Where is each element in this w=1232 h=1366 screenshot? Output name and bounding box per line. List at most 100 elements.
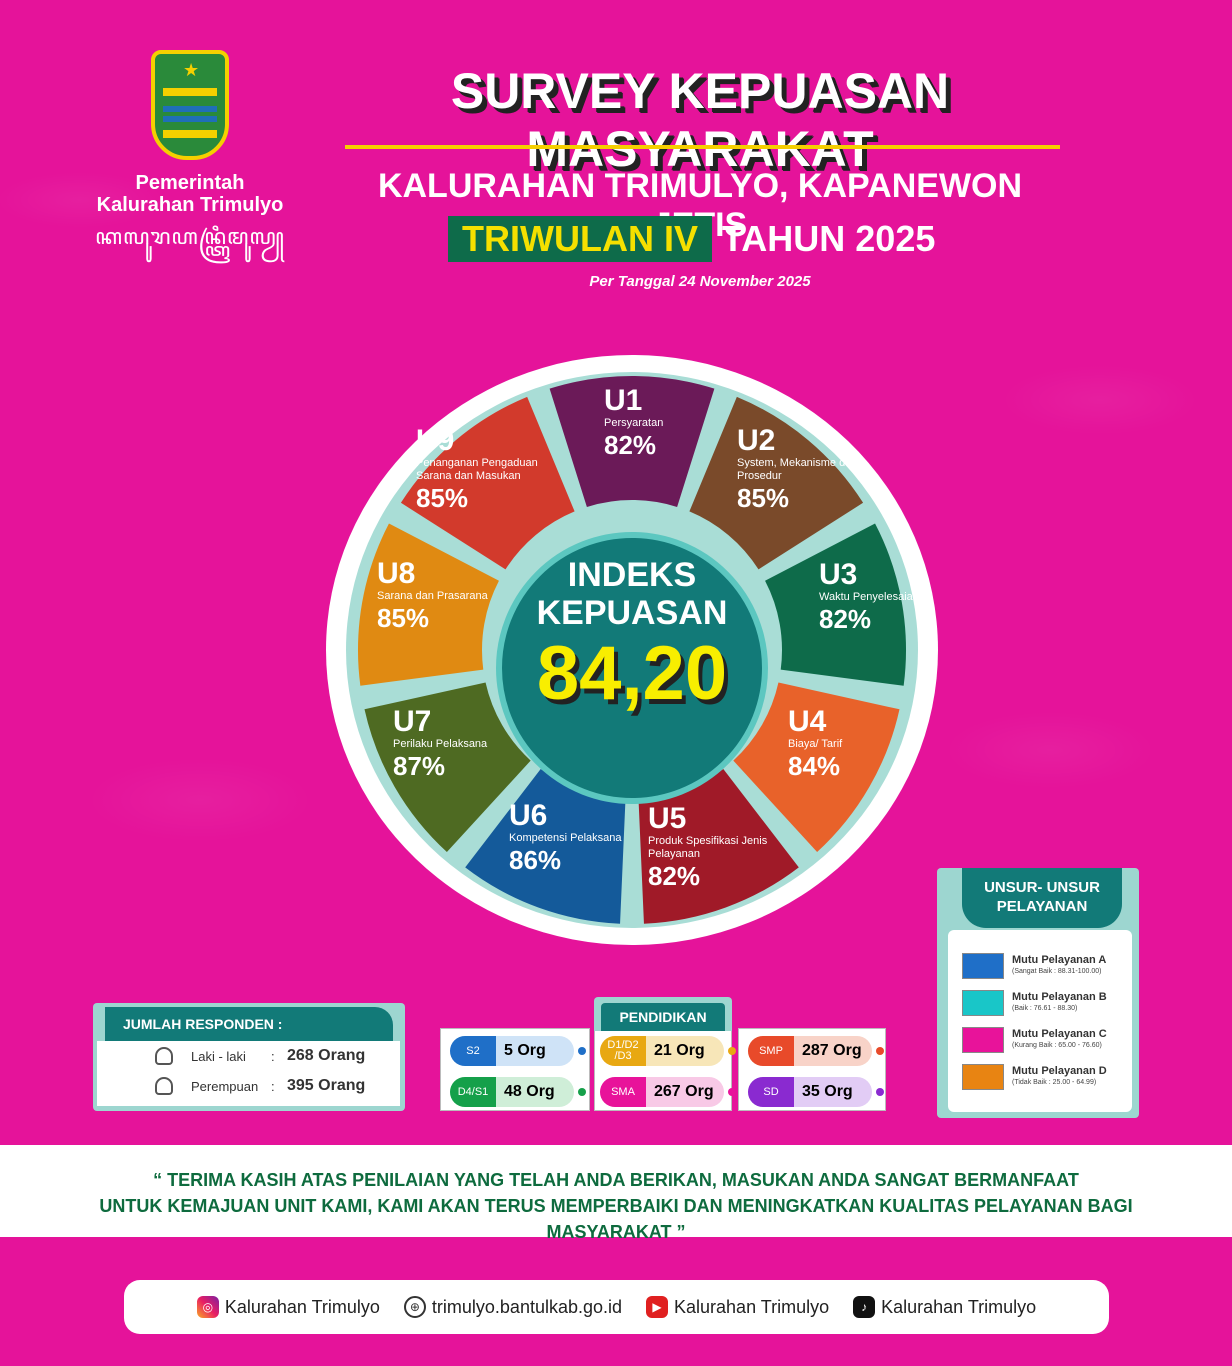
globe-icon: ⊕ <box>403 1296 426 1318</box>
segment-label-u3: U3 Waktu Penyelesaian 82% <box>819 559 949 635</box>
education-dot <box>578 1088 586 1096</box>
period-badge: TRIWULAN IV <box>448 216 712 262</box>
footer-link-globe[interactable]: ⊕ trimulyo.bantulkab.go.id <box>403 1296 623 1318</box>
legend-range: (Baik : 76.61 - 88.30) <box>1012 1005 1078 1012</box>
segment-label-u4: U4 Biaya/ Tarif 84% <box>788 706 918 782</box>
page-title: SURVEY KEPUASAN MASYARAKAT <box>450 63 950 177</box>
education-value: 287 Org <box>802 1042 862 1059</box>
segment-desc: Persyaratan <box>604 417 664 429</box>
segment-u6 <box>465 769 626 924</box>
legend-range: (Tidak Baik : 25.00 - 64.99) <box>1012 1079 1097 1086</box>
segment-pct: 84% <box>788 751 841 781</box>
legend-swatch <box>962 990 1004 1016</box>
index-line1: INDEKS <box>567 556 697 594</box>
thanks-band <box>0 1145 1232 1237</box>
segment-u7 <box>364 682 531 853</box>
education-item: D4/S1 48 Org <box>450 1077 574 1107</box>
segment-desc: Waktu Penyelesaian <box>819 591 919 603</box>
period-row: TRIWULAN IV TAHUN 2025 <box>448 213 935 265</box>
segment-desc: System, Mekanisme dan Prosedur <box>737 457 858 482</box>
legend-item: Mutu Pelayanan A (Sangat Baik : 88.31-10… <box>962 953 1106 979</box>
education-value: 35 Org <box>802 1083 853 1100</box>
segment-code: U5 <box>648 802 687 835</box>
respondents-male-row: Laki - laki : 268 Orang <box>155 1047 365 1065</box>
education-code: S2 <box>450 1036 496 1066</box>
org-block: ★ Pemerintah Kalurahan Trimulyo ꦏꦭꦸꦫꦲꦤ꧀ꦠ… <box>90 50 290 265</box>
legend-swatch <box>962 1027 1004 1053</box>
segment-u1 <box>549 376 715 507</box>
education-dot <box>728 1088 736 1096</box>
footer-social-bar: ◎ Kalurahan Trimulyo ⊕ trimulyo.bantulkab… <box>124 1280 1109 1334</box>
title-divider <box>345 145 1060 149</box>
legend-item: Mutu Pelayanan B (Baik : 76.61 - 88.30) <box>962 990 1107 1016</box>
segment-pct: 82% <box>819 604 872 634</box>
segment-code: U7 <box>393 705 432 738</box>
male-sep: : <box>271 1048 275 1064</box>
segment-label-u6: U6 Kompetensi Pelaksana 86% <box>509 800 639 876</box>
legend-title: UNSUR- UNSUR PELAYANAN <box>962 868 1122 928</box>
footer-text: Kalurahan Trimulyo <box>224 1296 380 1317</box>
footer-link-tiktok[interactable]: ♪ Kalurahan Trimulyo <box>853 1296 1036 1318</box>
segment-desc: Kompetensi Pelaksana <box>509 832 622 844</box>
footer-link-youtube[interactable]: ▶ Kalurahan Trimulyo <box>646 1296 829 1318</box>
education-code: D1/D2 /D3 <box>600 1036 646 1066</box>
education-dot <box>578 1047 586 1055</box>
star-icon: ★ <box>183 60 200 80</box>
education-title: PENDIDIKAN <box>601 1003 725 1031</box>
page-subtitle: KALURAHAN TRIMULYO, KAPANEWON JETIS <box>377 167 1023 244</box>
legend-title-line2: PELAYANAN <box>996 898 1088 915</box>
thanks-message: “ TERIMA KASIH ATAS PENILAIAN YANG TELAH… <box>40 1167 1192 1245</box>
education-value: 21 Org <box>654 1042 705 1059</box>
education-value: 48 Org <box>504 1083 555 1100</box>
respondents-title: JUMLAH RESPONDEN : <box>105 1007 393 1041</box>
respondents-female-row: Perempuan : 395 Orang <box>155 1077 365 1095</box>
org-javanese-script: ꦏꦭꦸꦫꦲꦤ꧀ꦠꦿꦶꦩꦸꦭꦾ <box>95 225 285 250</box>
segment-u9 <box>400 396 575 570</box>
index-value: 84,20 <box>536 631 728 716</box>
segment-code: U8 <box>377 557 416 590</box>
segment-label-u5: U5 Produk Spesifikasi Jenis Pelayanan 82% <box>648 802 778 892</box>
segment-pct: 86% <box>509 845 562 875</box>
segment-label-u1: U1 Persyaratan 82% <box>604 384 734 461</box>
education-value: 5 Org <box>504 1042 546 1059</box>
government-emblem: ★ <box>151 50 229 160</box>
segment-pct: 85% <box>737 483 790 513</box>
org-line2: Kalurahan Trimulyo <box>96 194 284 216</box>
footer-text: trimulyo.bantulkab.go.id <box>431 1296 623 1317</box>
segment-u3 <box>765 523 906 686</box>
education-item: SMA 267 Org <box>600 1077 724 1107</box>
segment-code: U1 <box>604 384 643 417</box>
education-dot <box>876 1088 884 1096</box>
segment-u4 <box>733 682 900 853</box>
male-value: 268 Orang <box>287 1047 366 1064</box>
index-line2: KEPUASAN <box>536 594 728 632</box>
education-value: 267 Org <box>654 1083 714 1100</box>
education-item: D1/D2 /D3 21 Org <box>600 1036 724 1066</box>
segment-desc: Penanganan Pengaduan Sarana dan Masukan <box>416 457 538 482</box>
legend-item: Mutu Pelayanan C (Kurang Baik : 65.00 - … <box>962 1027 1107 1053</box>
segment-code: U2 <box>737 424 776 457</box>
org-line1: Pemerintah <box>135 172 245 194</box>
segment-u5 <box>638 769 799 924</box>
segment-pct: 85% <box>377 603 430 633</box>
footer-link-instagram[interactable]: ◎ Kalurahan Trimulyo <box>196 1296 380 1318</box>
legend-name: Mutu Pelayanan B <box>1012 991 1107 1003</box>
instagram-icon: ◎ <box>196 1296 219 1318</box>
segment-pct: 85% <box>416 483 469 513</box>
legend-swatch <box>962 953 1004 979</box>
legend-item: Mutu Pelayanan D (Tidak Baik : 25.00 - 6… <box>962 1064 1107 1090</box>
female-label: Perempuan <box>191 1078 259 1094</box>
segment-u2 <box>689 396 864 570</box>
segment-label-u9: U9 Penanganan Pengaduan Sarana dan Masuka… <box>416 425 546 514</box>
education-code: SMA <box>600 1077 646 1107</box>
segment-pct: 82% <box>648 861 701 891</box>
male-person-icon <box>155 1047 173 1065</box>
segment-pct: 87% <box>393 751 446 781</box>
footer-text: Kalurahan Trimulyo <box>674 1296 830 1317</box>
legend-name: Mutu Pelayanan C <box>1012 1028 1107 1040</box>
female-value: 395 Orang <box>287 1077 366 1094</box>
footer-text: Kalurahan Trimulyo <box>881 1296 1037 1317</box>
segment-desc: Sarana dan Prasarana <box>377 590 488 602</box>
education-code: D4/S1 <box>450 1077 496 1107</box>
